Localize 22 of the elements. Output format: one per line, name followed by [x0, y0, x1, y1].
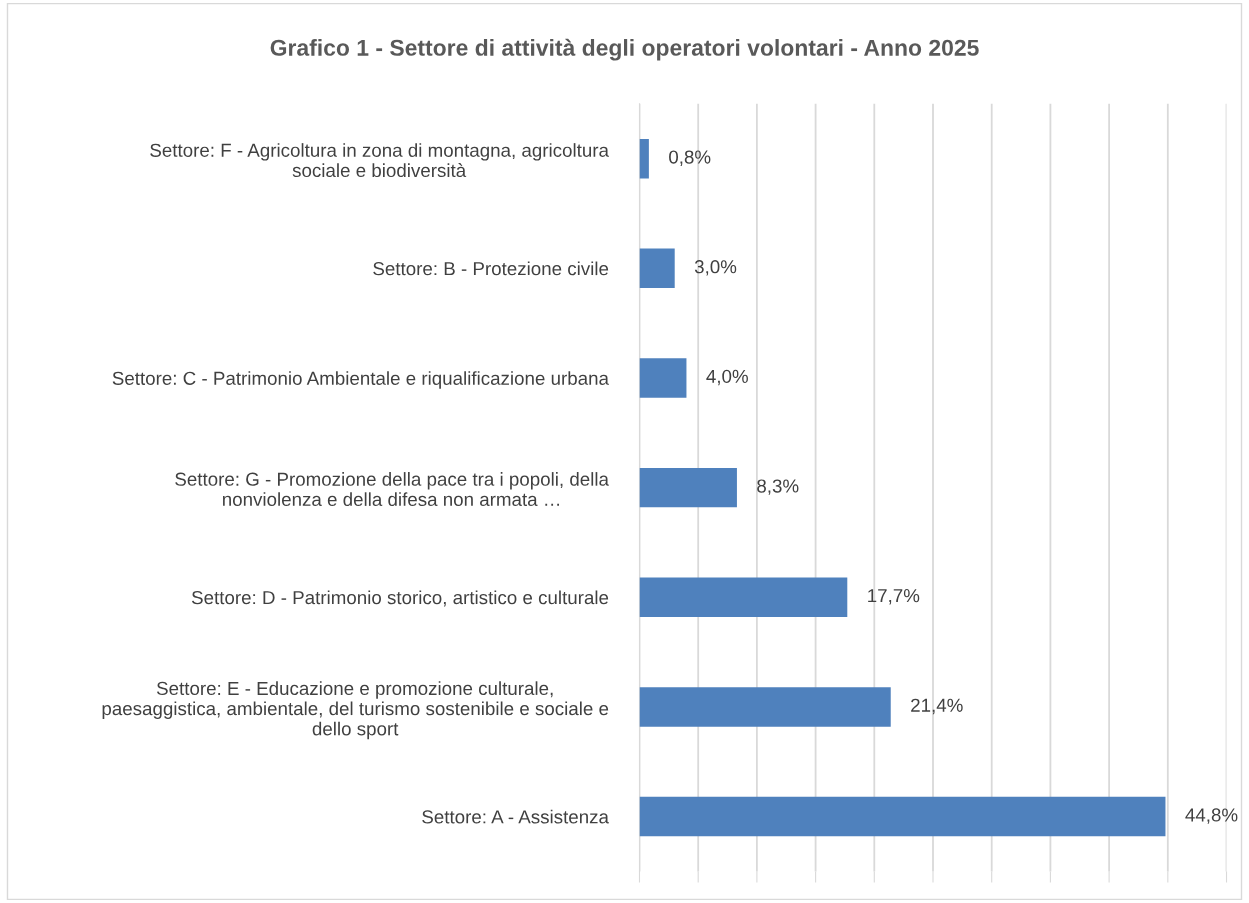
data-label: 0,8%	[669, 150, 711, 166]
data-label: 17,7%	[868, 589, 920, 605]
data-label: 4,0%	[706, 369, 748, 386]
bar	[639, 796, 1166, 837]
data-label: 21,4%	[911, 698, 963, 715]
chart-title: Grafico 1 - Settore di attività degli operatori volontari - Anno 2025	[270, 38, 979, 61]
y-tick-label: Settore: D - Patrimonio storico, artistico e culturale	[191, 590, 609, 607]
bar	[639, 138, 649, 179]
bar	[639, 358, 687, 398]
y-tick-label: Settore: B - Protezione civile	[373, 261, 609, 276]
y-tick-label: Settore: A - Assistenza	[422, 809, 609, 824]
bar	[639, 467, 737, 508]
bar	[639, 248, 675, 289]
data-label: 44,8%	[1185, 808, 1238, 824]
y-tick-label: Settore: E - Educazione e promozione culturale, paesaggistica, ambientale, del turismo sostenibile e sociale e dello sport	[102, 681, 609, 740]
y-tick-label: Settore: F - Agricoltura in zona di montagna, agricoltura sociale e biodiversità	[150, 143, 609, 178]
bar	[639, 577, 848, 618]
y-tick-label: Settore: C - Patrimonio Ambientale e riqualificazione urbana	[112, 371, 609, 389]
data-label: 8,3%	[757, 479, 799, 495]
data-label: 3,0%	[694, 260, 737, 276]
bar	[639, 687, 891, 727]
y-tick-label: Settore: G - Promozione della pace tra i popoli, della nonviolenza e della difesa non armata …	[175, 472, 609, 507]
